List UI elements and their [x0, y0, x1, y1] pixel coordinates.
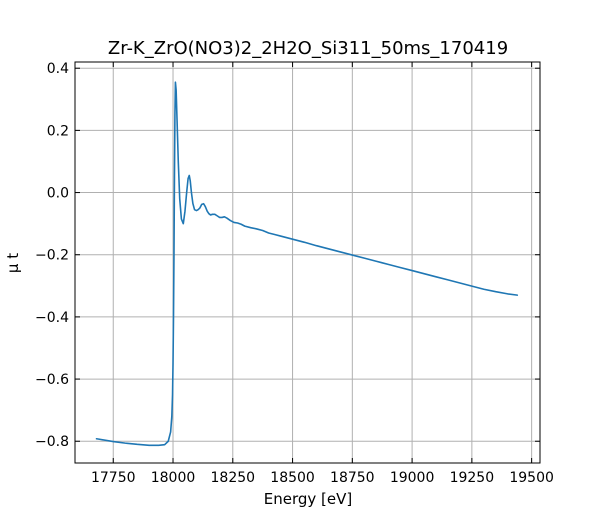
y-tick-label: −0.8 — [35, 434, 69, 450]
x-tick-label: 19500 — [509, 470, 554, 486]
y-tick-label: −0.6 — [35, 372, 69, 388]
x-tick-label: 18250 — [211, 470, 256, 486]
x-tick-label: 18750 — [330, 470, 375, 486]
grid-lines — [75, 62, 540, 463]
y-tick-label: 0.4 — [47, 61, 69, 77]
y-axis-label: μ t — [4, 253, 22, 273]
chart-title: Zr-K_ZrO(NO3)2_2H2O_Si311_50ms_170419 — [108, 38, 508, 59]
x-tick-label: 17750 — [91, 470, 136, 486]
x-axis-label: Energy [eV] — [264, 490, 352, 508]
y-tick-label: −0.4 — [35, 310, 69, 326]
x-tick-label: 19000 — [390, 470, 435, 486]
axis-ticks — [75, 62, 540, 463]
y-tick-labels: −0.8 −0.6 −0.4 −0.2 0.0 0.2 0.4 — [35, 61, 69, 450]
x-tick-label: 19250 — [450, 470, 495, 486]
y-tick-label: 0.0 — [47, 186, 69, 202]
x-tick-labels: 17750 18000 18250 18500 18750 19000 19250 19500 — [91, 470, 554, 486]
x-tick-label: 18500 — [270, 470, 315, 486]
series-line — [95, 81, 519, 447]
plot-frame — [74, 61, 541, 464]
y-tick-label: 0.2 — [47, 123, 69, 139]
y-tick-label: −0.2 — [35, 248, 69, 264]
x-tick-label: 18000 — [151, 470, 196, 486]
